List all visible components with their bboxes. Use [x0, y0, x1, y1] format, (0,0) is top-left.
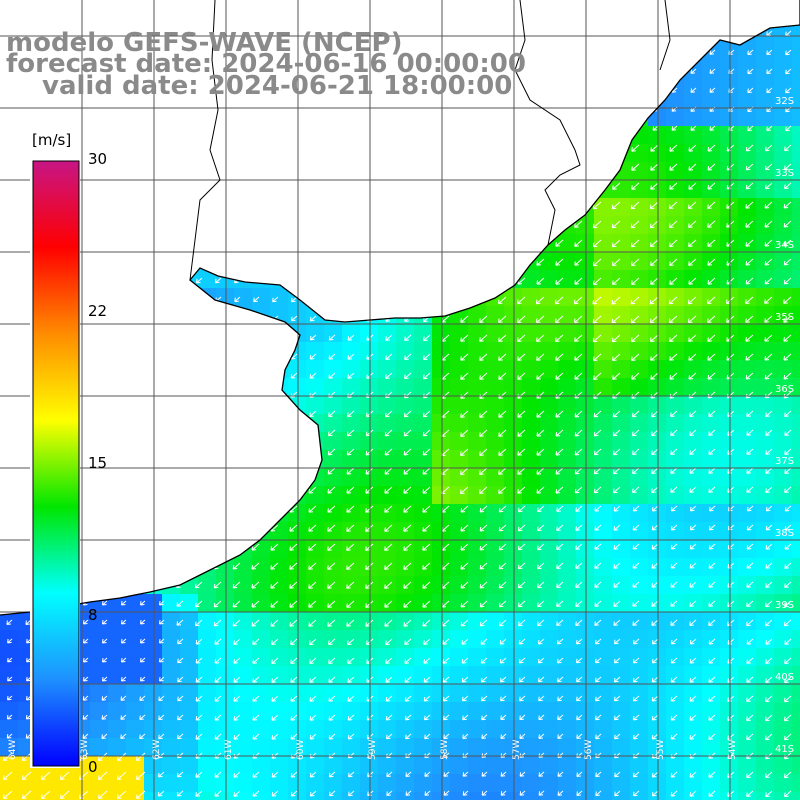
lat-label: 37S [775, 456, 794, 467]
lon-label: 64W [8, 740, 18, 760]
colorbar-tick-22: 22 [88, 302, 108, 320]
lon-label: 63W [80, 740, 90, 760]
colorbar-tick-0: 0 [88, 758, 98, 776]
lon-label: 57W [512, 740, 522, 760]
lat-label: 36S [775, 384, 794, 395]
coastline [0, 0, 800, 616]
title-model: modelo GEFS-WAVE (NCEP) [6, 28, 403, 58]
lon-label: 54W [728, 740, 738, 760]
lon-label: 56W [584, 740, 594, 760]
lat-label: 41S [775, 744, 794, 755]
lat-label: 40S [775, 672, 794, 683]
lat-label: 38S [775, 528, 794, 539]
lon-label: 62W [152, 740, 162, 760]
colorbar-tick-30: 30 [88, 150, 108, 168]
colorbar-tick-8: 8 [88, 606, 98, 624]
lon-label: 59W [368, 740, 378, 760]
lon-label: 55W [656, 740, 666, 760]
colorbar-unit-label: [m/s] [32, 131, 72, 149]
lat-label: 39S [775, 600, 794, 611]
latitude-labels: 32S 33S 34S 35S 36S 37S 38S 39S 40S 41S [775, 96, 794, 755]
longitude-labels: 64W 63W 62W 61W 60W 59W 58W 57W 56W 55W 54W [8, 740, 738, 760]
lon-label: 61W [224, 740, 234, 760]
lat-label: 32S [775, 96, 794, 107]
lat-label: 34S [775, 240, 794, 251]
title-forecast-date: forecast date: 2024-06-16 00:00:00 [6, 49, 526, 79]
lon-label: 58W [440, 740, 450, 760]
colorbar [30, 158, 80, 768]
lat-label: 35S [775, 312, 794, 323]
colorbar-tick-15: 15 [88, 454, 108, 472]
lat-label: 33S [775, 168, 794, 179]
country-borders [189, 0, 671, 281]
title-valid-date: valid date: 2024-06-21 18:00:00 [42, 71, 513, 101]
lon-label: 60W [296, 740, 306, 760]
